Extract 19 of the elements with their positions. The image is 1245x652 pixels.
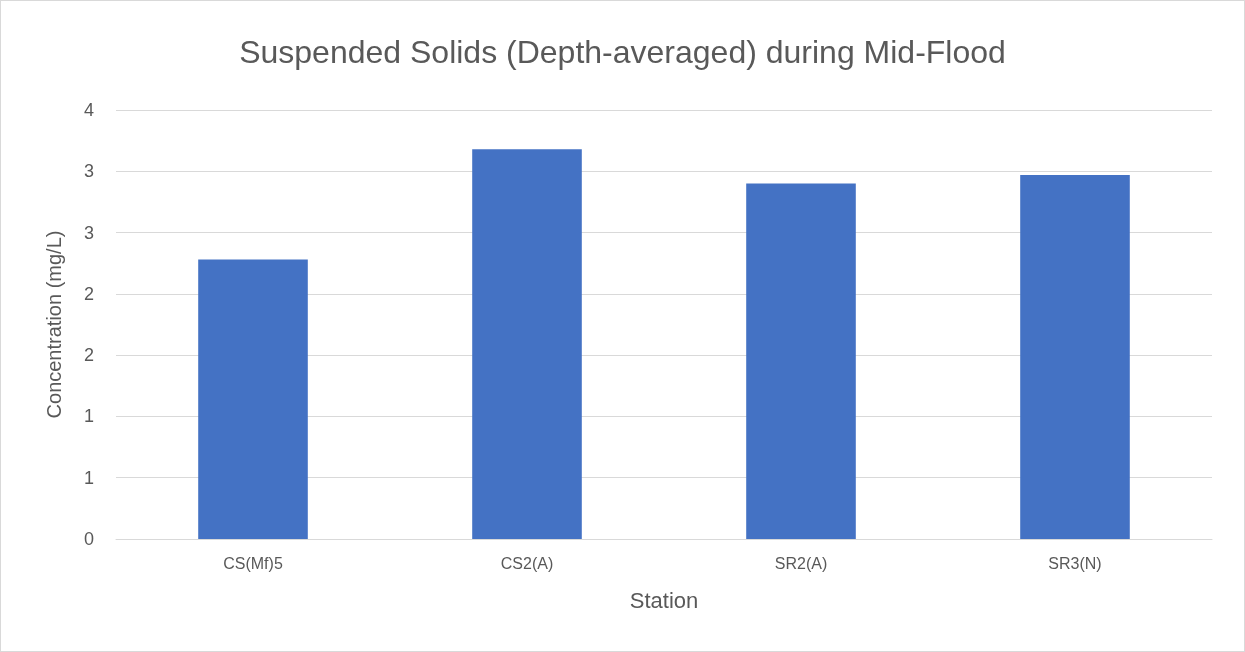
y-tick-label: 1 [83,406,94,427]
bar [198,259,308,539]
bar [1020,174,1130,539]
bar [472,149,582,539]
x-tick-label: CS2(A) [500,554,554,572]
y-tick-label: 2 [83,283,94,304]
x-tick-label: SR3(N) [1048,554,1102,572]
x-tick-label: CS(Mf)5 [223,554,283,572]
y-tick-label: 4 [83,100,94,120]
y-tick-label: 2 [83,345,94,366]
chart-title: Suspended Solids (Depth-averaged) during Mid-Flood [239,34,1006,70]
y-tick-label: 3 [83,161,94,182]
y-tick-label: 1 [83,467,94,488]
y-axis-title: Concentration (mg/L) [43,230,65,419]
y-tick-label: 0 [83,529,94,549]
y-tick-label: 3 [83,222,94,243]
bar [746,183,856,539]
x-axis-title: Station [629,587,699,613]
x-tick-label: SR2(A) [774,554,828,572]
